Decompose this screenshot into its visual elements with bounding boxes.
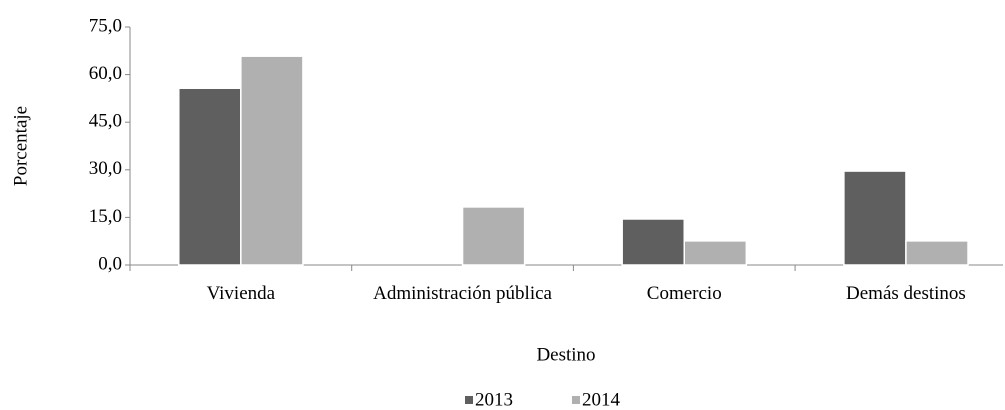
bar bbox=[683, 240, 748, 266]
x-tick-label: Vivienda bbox=[206, 283, 276, 304]
legend-swatch bbox=[572, 396, 580, 404]
y-tick-label: 30,0 bbox=[89, 158, 122, 179]
y-tick-label: 15,0 bbox=[89, 206, 122, 227]
y-axis-title: Porcentaje bbox=[10, 106, 31, 186]
x-tick-label: Administración pública bbox=[373, 283, 552, 304]
bar bbox=[240, 55, 304, 266]
y-tick-label: 75,0 bbox=[89, 15, 122, 36]
legend-label: 2013 bbox=[475, 389, 513, 410]
x-tick-label: Demás destinos bbox=[846, 283, 966, 304]
legend-swatch bbox=[465, 396, 473, 404]
y-tick-label: 60,0 bbox=[89, 63, 122, 84]
y-tick-label: 45,0 bbox=[89, 111, 122, 132]
bar bbox=[621, 218, 686, 266]
legend-label: 2014 bbox=[582, 389, 621, 410]
x-axis-title: Destino bbox=[536, 344, 595, 365]
x-tick-label: Comercio bbox=[646, 283, 722, 304]
bar bbox=[843, 170, 907, 266]
bar bbox=[905, 240, 969, 266]
bar bbox=[178, 87, 242, 266]
y-tick-label: 0,0 bbox=[98, 253, 122, 274]
bar bbox=[461, 206, 526, 266]
